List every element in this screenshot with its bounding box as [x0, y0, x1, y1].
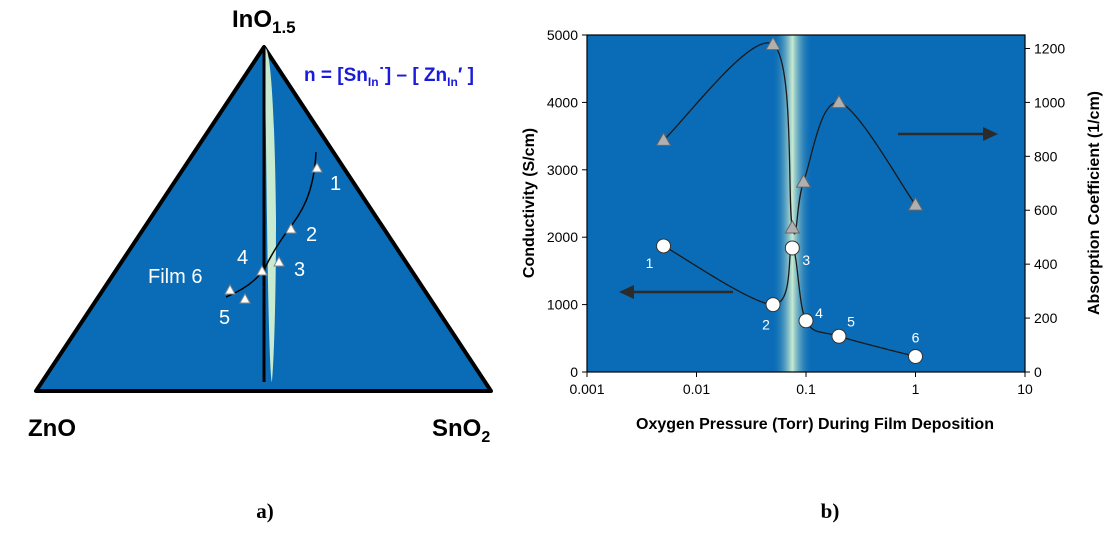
axes: 0.001 0.01 0.1 1 100100020003000400050000200… — [547, 27, 1066, 397]
y-left-tick-label: 3000 — [547, 162, 578, 178]
formula-part-1: n = [Sn — [304, 65, 368, 86]
absorption-point — [831, 94, 847, 109]
right-axis-label: Absorption Coefficient (1/cm) — [1086, 91, 1103, 315]
y-right-tick-label: 400 — [1034, 256, 1058, 272]
film-6-label: Film 6 — [148, 266, 202, 288]
composition-label-1: 1 — [330, 173, 341, 195]
apex-label-ino-main: InO — [232, 6, 272, 33]
x-tick-label: 1 — [912, 381, 920, 397]
y-left-tick-label: 2000 — [547, 229, 578, 245]
composition-marker-4 — [256, 264, 268, 276]
conductivity-point-label: 3 — [802, 252, 810, 268]
apex-label-ino: InO1.5 — [232, 6, 296, 37]
composition-marker-film6 — [224, 283, 236, 295]
y-left-tick-label: 4000 — [547, 94, 578, 110]
conductivity-point — [765, 297, 781, 313]
apex-label-sno2-sub: 2 — [481, 429, 490, 446]
conductivity-point — [784, 240, 800, 256]
y-left-tick-label: 1000 — [547, 297, 578, 313]
panel-a: 1 2 3 4 5 Film 6 InO1.5 ZnO SnO2 n = [Sn… — [28, 6, 493, 523]
composition-label-2: 2 — [306, 224, 317, 246]
x-tick-label: 0.1 — [796, 381, 816, 397]
y-right-tick-label: 1000 — [1034, 94, 1065, 110]
conductivity-point — [656, 238, 672, 254]
conductivity-point-label: 1 — [646, 255, 654, 271]
x-tick-label: 10 — [1017, 381, 1033, 397]
conductivity-point — [908, 348, 923, 364]
series-marks: 1 2 3 4 5 6 — [646, 36, 924, 364]
absorption-point — [784, 219, 801, 234]
conductivity-point-label: 6 — [912, 329, 920, 345]
conductivity-point-label: 4 — [815, 305, 823, 321]
panel-a-caption: a) — [256, 499, 274, 523]
x-tick-label: 0.001 — [569, 381, 604, 397]
conductivity-point-label: 2 — [762, 317, 770, 333]
x-tick-label: 0.01 — [683, 381, 710, 397]
y-right-tick-label: 200 — [1034, 310, 1058, 326]
apex-label-sno2-main: SnO — [432, 415, 481, 442]
right-axis-arrow-head — [983, 127, 998, 141]
composition-marker-1 — [311, 161, 323, 173]
conductivity-point — [798, 313, 814, 329]
left-axis-arrow-head — [619, 285, 634, 299]
formula-sub-2: In — [447, 75, 458, 89]
composition-marker-3 — [273, 255, 285, 267]
neutral-band — [265, 48, 276, 382]
apex-label-sno2: SnO2 — [432, 415, 490, 446]
formula-part-2: ˙] – [ Zn — [379, 65, 448, 86]
y-right-tick-label: 600 — [1034, 202, 1058, 218]
y-right-tick-label: 1200 — [1034, 40, 1065, 56]
y-left-tick-label: 0 — [570, 364, 578, 380]
y-right-tick-label: 800 — [1034, 148, 1058, 164]
formula-part-3: ′ ] — [458, 65, 474, 86]
panel-b-caption: b) — [821, 499, 840, 523]
absorption-point — [655, 132, 672, 146]
conductivity-point-label: 5 — [847, 313, 855, 329]
composition-label-4: 4 — [237, 247, 248, 269]
y-left-tick-label: 5000 — [547, 27, 578, 43]
y-right-tick-label: 0 — [1034, 364, 1042, 380]
composition-label-3: 3 — [294, 259, 305, 281]
x-axis-label: Oxygen Pressure (Torr) During Film Depos… — [636, 416, 994, 433]
apex-label-ino-sub: 1.5 — [272, 18, 296, 37]
left-axis-label: Conductivity (S/cm) — [521, 128, 538, 278]
absorption-point — [765, 36, 781, 51]
formula-sub-1: In — [368, 75, 379, 89]
composition-marker-2 — [285, 222, 297, 234]
conductivity-point — [831, 328, 847, 344]
composition-trend-curve — [225, 151, 317, 298]
composition-label-5: 5 — [219, 307, 230, 329]
carrier-formula: n = [SnIn˙] – [ ZnIn′ ] — [304, 65, 474, 89]
absorption-point — [907, 196, 924, 211]
apex-label-zno: ZnO — [28, 415, 76, 442]
composition-marker-5 — [239, 292, 251, 304]
absorption-point — [795, 173, 812, 188]
